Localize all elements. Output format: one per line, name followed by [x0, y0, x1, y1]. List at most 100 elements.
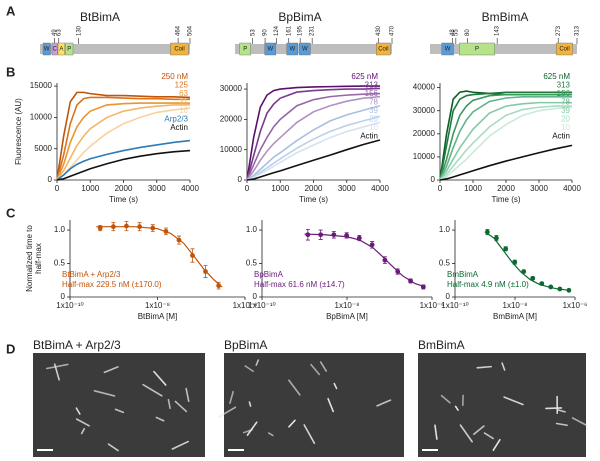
data-point	[539, 281, 545, 287]
data-point	[318, 232, 324, 238]
data-point	[408, 278, 413, 284]
x-axis-label: BpBimA [M]	[326, 312, 368, 321]
micrograph	[418, 353, 586, 457]
data-point	[369, 242, 375, 248]
x-axis-label: Time (s)	[491, 195, 520, 204]
data-point	[530, 275, 536, 281]
filament	[483, 432, 494, 440]
data-point	[163, 228, 169, 234]
legend-label: 10	[369, 123, 378, 132]
x-tick-label: 1x10⁻⁶	[420, 301, 445, 310]
filament	[174, 400, 188, 413]
x-tick-label: 1000	[271, 184, 289, 193]
domain-label: P	[475, 47, 479, 53]
filament	[454, 405, 459, 411]
y-tick-label: 1.0	[54, 225, 66, 234]
y-axis-label: Fluorescence (AU)	[14, 98, 23, 165]
series-line	[439, 144, 573, 181]
filament	[333, 382, 338, 390]
filament	[93, 390, 116, 397]
series-line	[56, 149, 191, 181]
series-line	[246, 95, 381, 181]
x-axis-label: Time (s)	[299, 195, 328, 204]
data-point	[566, 287, 572, 293]
y-tick-label: 10000	[413, 152, 436, 161]
filament	[155, 416, 165, 422]
residue-label: 313	[575, 25, 581, 36]
filament	[376, 399, 392, 407]
y-tick-label: 0	[253, 292, 258, 301]
y-tick-label: 5000	[34, 144, 52, 153]
legend-label: 20	[561, 115, 570, 124]
series-line	[439, 106, 573, 181]
x-tick-label: 1x10⁻⁶	[233, 301, 258, 310]
micrograph	[224, 353, 404, 457]
domain-label: W	[44, 47, 50, 53]
domain-label: Coil	[174, 47, 184, 53]
filament	[107, 443, 119, 452]
residue-label: 130	[76, 25, 82, 36]
series-line	[246, 115, 381, 181]
y-tick-label: 0.5	[54, 259, 66, 268]
domain-label: C	[52, 47, 57, 53]
filament	[244, 365, 254, 373]
filament	[473, 425, 485, 436]
domain-box	[376, 42, 391, 56]
filament	[310, 363, 321, 376]
filament	[555, 422, 568, 427]
legend-label: Actin	[170, 123, 188, 132]
filament	[229, 390, 234, 404]
y-tick-label: 30000	[413, 106, 436, 115]
series-line	[439, 93, 572, 181]
x-tick-label: 1x10⁻⁸	[335, 301, 360, 310]
x-tick-label: 1x10⁻¹⁰	[248, 301, 275, 310]
domain-label: Coil	[559, 47, 569, 53]
filament	[248, 401, 252, 407]
domain-label: P	[243, 47, 247, 53]
domain-box	[239, 42, 251, 56]
filament	[75, 407, 81, 415]
filament	[288, 419, 296, 428]
legend-label: 10	[561, 123, 570, 132]
panel-label: A	[6, 3, 16, 18]
residue-label: 90	[263, 29, 269, 36]
annotation: Half-max 4.9 nM (±1.0)	[447, 280, 529, 289]
residue-label: 143	[495, 25, 501, 36]
series-line	[246, 104, 381, 181]
annotation: BmBimA	[447, 270, 479, 279]
x-tick-label: 1x10⁻⁸	[145, 301, 170, 310]
data-point	[356, 235, 362, 241]
legend-label: 156	[365, 89, 379, 98]
filament	[459, 424, 473, 443]
data-point	[494, 235, 499, 241]
residue-label: 55	[453, 29, 459, 36]
image-title: BtBimA + Arp2/3	[33, 338, 121, 352]
filament	[103, 366, 119, 374]
domain-box	[441, 42, 454, 56]
legend-label: 39	[561, 106, 570, 115]
y-tick-label: 20000	[220, 114, 243, 123]
data-point	[382, 257, 388, 263]
filament	[267, 432, 274, 437]
residue-label: 63	[56, 29, 62, 36]
image-title: BmBimA	[418, 338, 465, 352]
protein-bar	[40, 44, 190, 54]
series-line	[439, 96, 572, 181]
filament	[246, 421, 258, 436]
domain-label: W	[302, 47, 308, 53]
residue-label: 49	[52, 29, 58, 36]
x-tick-label: 4000	[371, 184, 389, 193]
y-tick-label: 0	[61, 292, 66, 301]
domain-label: W	[289, 47, 295, 53]
protein-bar	[235, 44, 392, 54]
y-tick-label: 30000	[220, 84, 243, 93]
annotation: Half-max 229.5 nM (±170.0)	[62, 280, 162, 289]
annotation: BtBimA + Arp2/3	[62, 270, 121, 279]
legend-label: 125	[175, 81, 189, 90]
protein-title: BmBimA	[482, 10, 529, 24]
y-axis-label: half-max	[34, 243, 43, 274]
domain-label: W	[267, 47, 273, 53]
domain-box	[264, 42, 277, 56]
domain-box	[170, 42, 189, 56]
